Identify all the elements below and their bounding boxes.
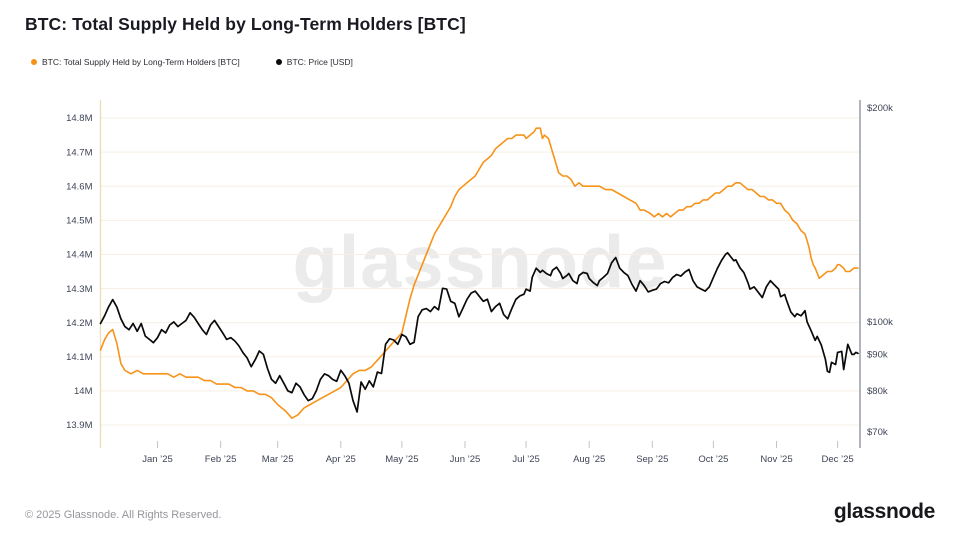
y-left-tick-label: 14.7M xyxy=(66,147,92,158)
x-tick-label: Apr ’25 xyxy=(326,454,356,465)
footer-copyright: © 2025 Glassnode. All Rights Reserved. xyxy=(25,509,222,521)
y-left-tick-label: 14.3M xyxy=(66,284,92,295)
y-left-tick-label: 14.6M xyxy=(66,181,92,192)
brand-wordmark: glassnode xyxy=(833,500,935,523)
y-left-tick-label: 14.1M xyxy=(66,352,92,363)
x-tick-label: Jun ’25 xyxy=(450,454,481,465)
watermark: glassnode xyxy=(292,220,668,304)
y-left-tick-label: 14M xyxy=(74,386,93,397)
x-tick-label: Feb ’25 xyxy=(205,454,237,465)
x-tick-label: Sep ’25 xyxy=(636,454,668,465)
x-tick-label: Nov ’25 xyxy=(760,454,792,465)
legend-supply-label: BTC: Total Supply Held by Long-Term Hold… xyxy=(42,57,240,67)
legend-item-supply[interactable]: BTC: Total Supply Held by Long-Term Hold… xyxy=(31,57,240,67)
y-right-tick-label: $80k xyxy=(867,386,888,397)
y-right-tick-label: $100k xyxy=(867,317,893,328)
y-left-tick-label: 13.9M xyxy=(66,420,92,431)
supply-line xyxy=(99,127,859,420)
x-tick-label: Jul ’25 xyxy=(512,454,539,465)
x-tick-label: Jan ’25 xyxy=(142,454,173,465)
legend-price-label: BTC: Price [USD] xyxy=(286,57,353,67)
y-right-tick-label: $70k xyxy=(867,427,888,438)
y-left-tick-label: 14.4M xyxy=(66,250,92,261)
page-title: BTC: Total Supply Held by Long-Term Hold… xyxy=(25,14,466,34)
y-right-tick-label: $200k xyxy=(867,103,893,114)
legend-supply-dot-icon xyxy=(31,59,37,65)
x-tick-label: Dec ’25 xyxy=(821,454,853,465)
x-tick-label: Mar ’25 xyxy=(262,454,294,465)
y-right-tick-label: $90k xyxy=(867,350,888,361)
x-tick-label: Aug ’25 xyxy=(573,454,605,465)
legend-price-dot-icon xyxy=(275,59,282,65)
y-left-tick-label: 14.5M xyxy=(66,216,92,227)
x-tick-label: Oct ’25 xyxy=(698,454,728,465)
y-left-tick-label: 14.8M xyxy=(66,113,92,124)
legend: BTC: Total Supply Held by Long-Term Hold… xyxy=(31,57,353,67)
price-line xyxy=(99,251,859,413)
legend-item-price[interactable]: BTC: Price [USD] xyxy=(275,57,353,67)
y-left-tick-label: 14.2M xyxy=(66,318,92,329)
x-tick-label: May ’25 xyxy=(385,454,418,465)
